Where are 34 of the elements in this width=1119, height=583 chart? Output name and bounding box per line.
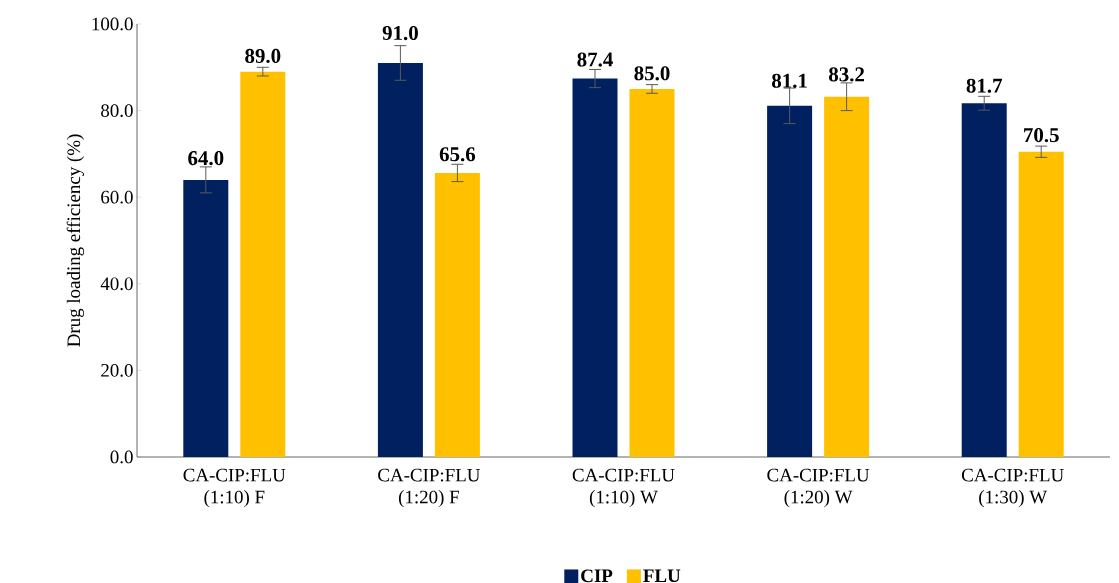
bar [961, 103, 1007, 457]
data-label: 83.2 [828, 67, 865, 82]
legend-label: CIP [581, 569, 613, 583]
data-label: 91.0 [382, 25, 418, 41]
data-label: 85.0 [634, 66, 670, 81]
y-tick-label: 80.0 [101, 104, 133, 118]
y-tick-label: 40.0 [100, 277, 133, 291]
bar [572, 78, 618, 457]
data-label: 81.7 [966, 78, 1003, 93]
x-tick-label: CA-CIP:FLU (1:20) W [767, 468, 870, 508]
y-tick-label: 20.0 [101, 363, 133, 377]
bar [629, 88, 675, 457]
bar [824, 96, 870, 457]
bar [434, 172, 480, 457]
y-tick-label: 60.0 [101, 190, 133, 204]
x-tick-label: CA-CIP:FLU (1:20) F [378, 468, 481, 508]
x-tick-label: CA-CIP:FLU (1:10) W [572, 468, 675, 508]
data-label: 81.1 [771, 73, 807, 88]
legend-label: FLU [643, 569, 681, 583]
x-tick-label: CA-CIP:FLU (1:30) W [961, 468, 1064, 508]
data-label: 87.4 [577, 52, 613, 67]
bar [377, 62, 423, 457]
bar [183, 179, 229, 457]
bar [240, 71, 286, 457]
y-tick-label: 100.0 [92, 17, 133, 31]
y-axis-title: Drug loading efficiency (%) [66, 134, 85, 347]
data-label: 64.0 [188, 151, 224, 166]
y-tick-label: 0.0 [110, 450, 133, 464]
bar [1018, 151, 1064, 457]
bar [767, 105, 813, 457]
x-tick-label: CA-CIP:FLU (1:10) F [183, 468, 286, 508]
data-label: 65.6 [439, 147, 476, 162]
data-label: 70.5 [1024, 128, 1059, 143]
data-label: 89.0 [245, 48, 281, 64]
